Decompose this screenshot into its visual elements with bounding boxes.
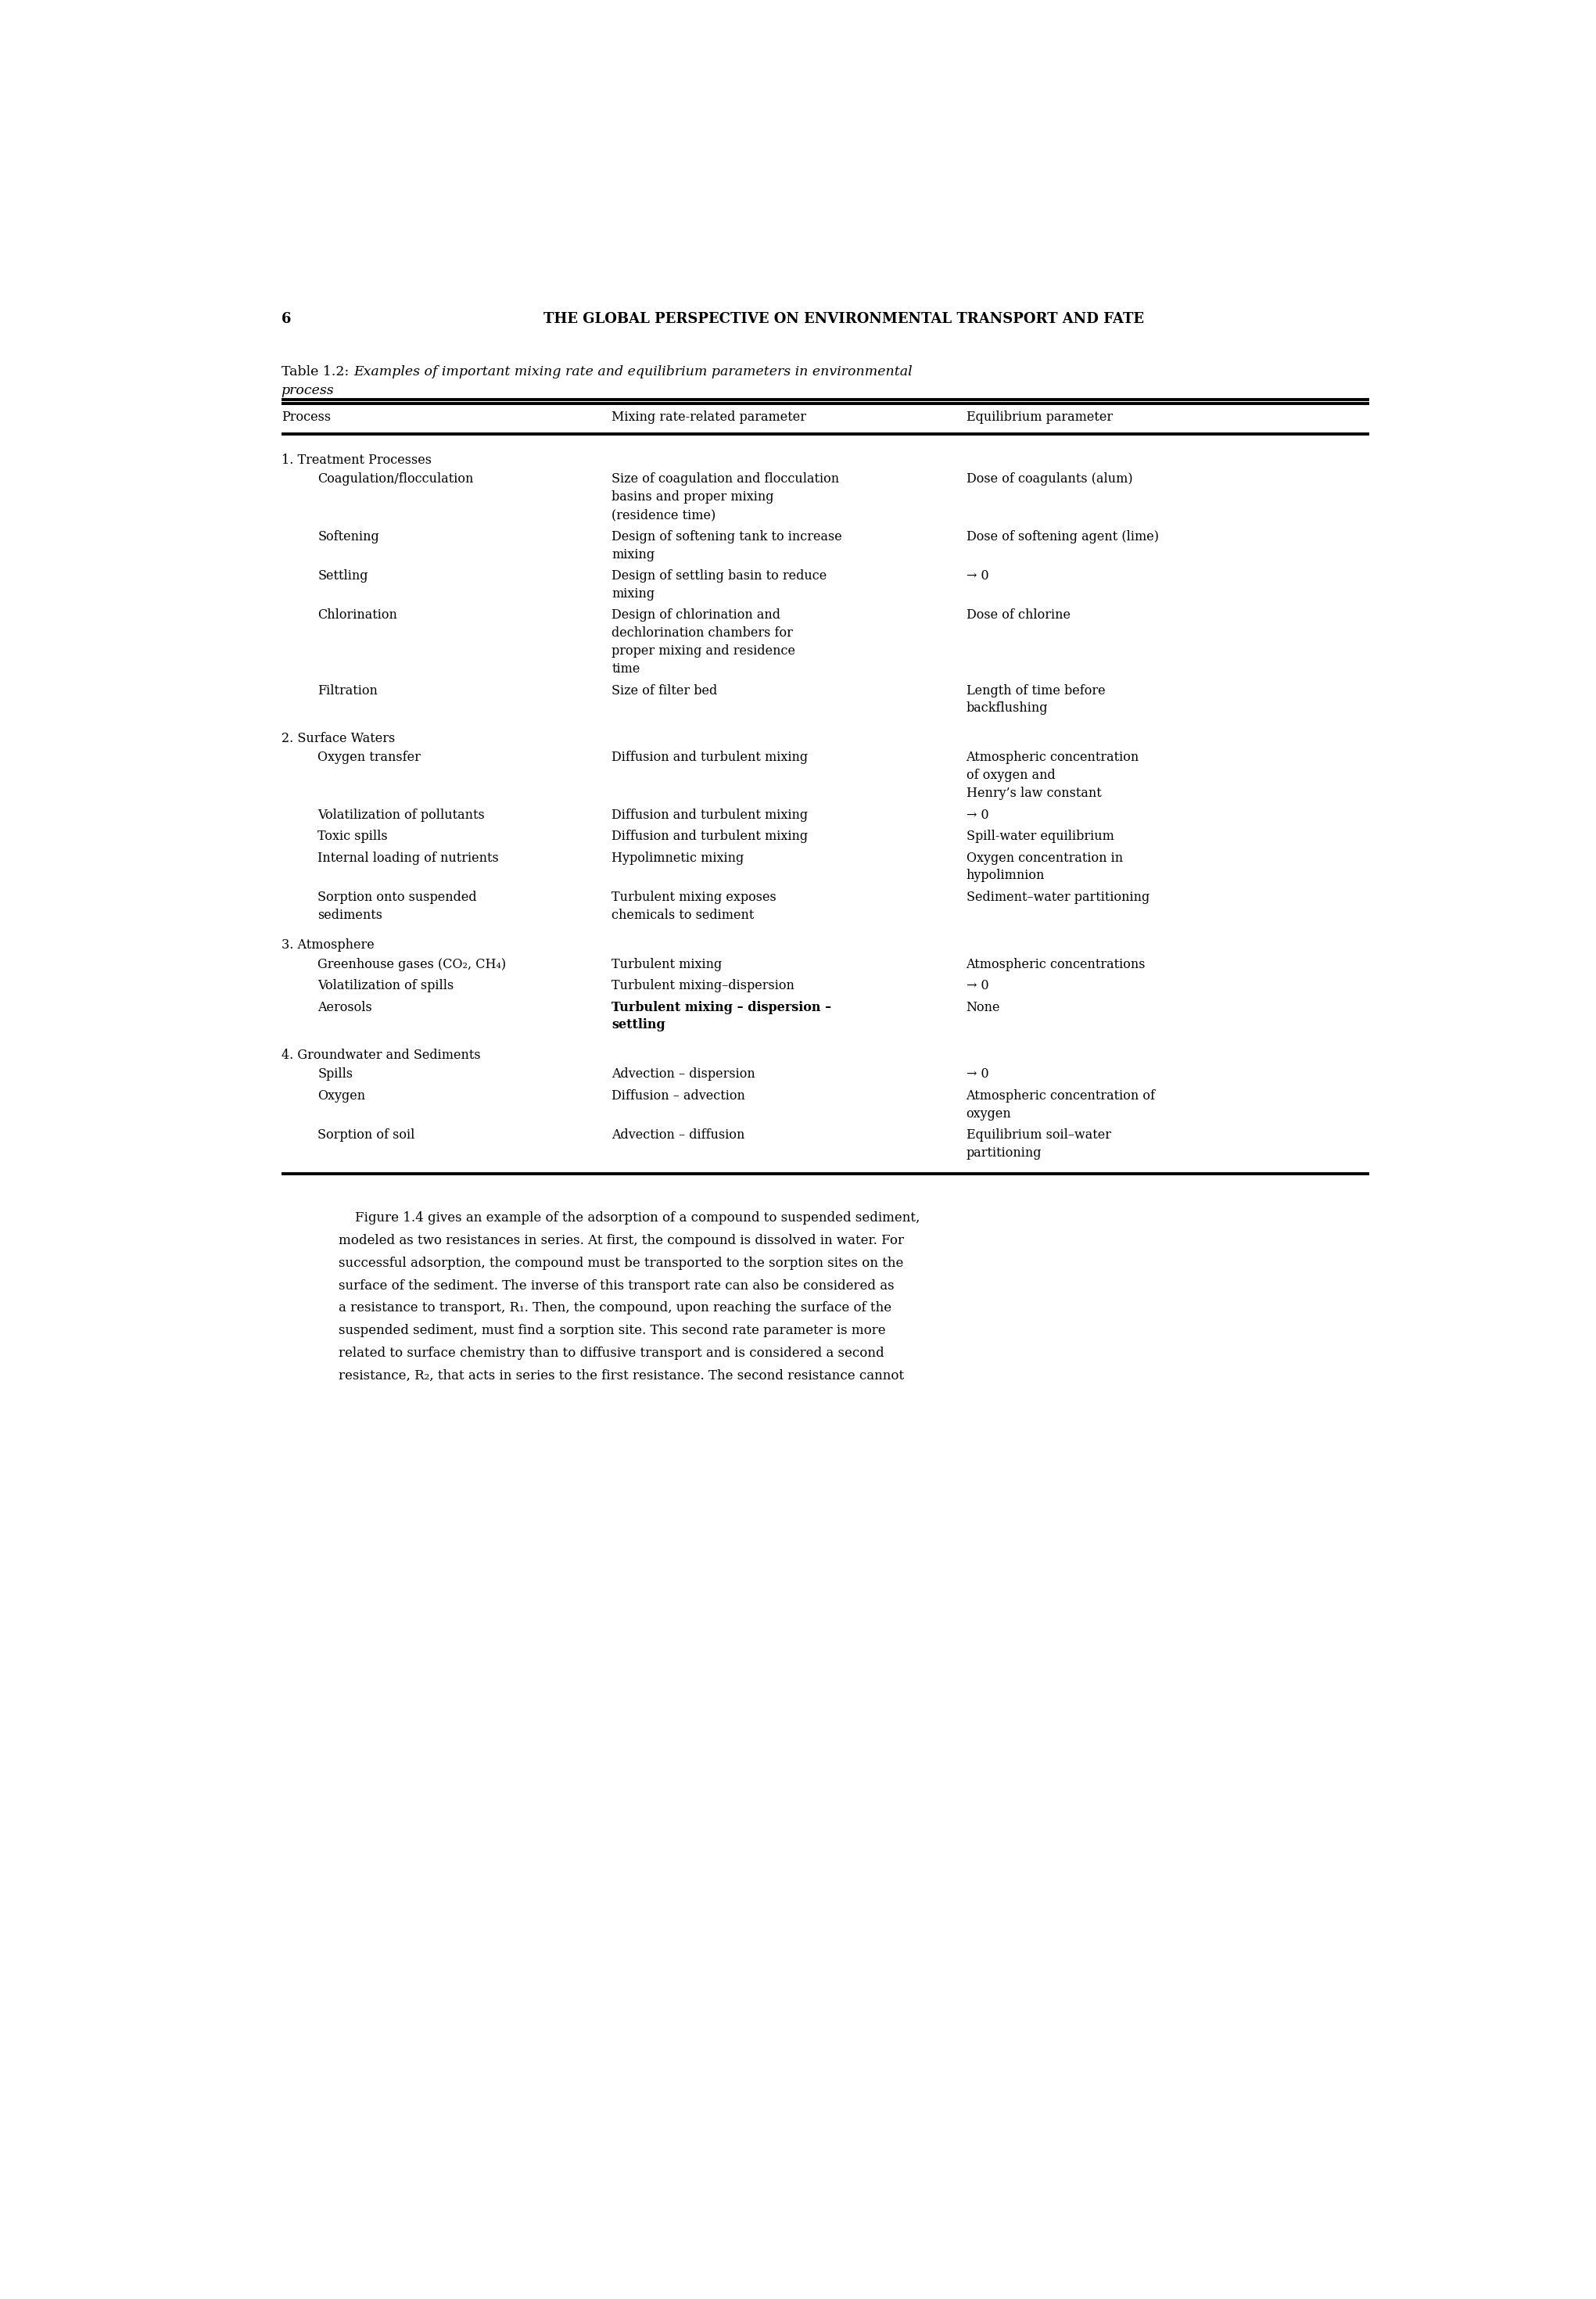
Text: Figure 1.4 gives an example of the adsorption of a compound to suspended sedimen: Figure 1.4 gives an example of the adsor…	[338, 1212, 921, 1225]
Text: → 0: → 0	[966, 809, 988, 821]
Text: Filtration: Filtration	[318, 683, 378, 697]
Text: Diffusion and turbulent mixing: Diffusion and turbulent mixing	[611, 830, 808, 844]
Text: Equilibrium soil–water
partitioning: Equilibrium soil–water partitioning	[966, 1129, 1111, 1159]
Text: suspended sediment, must find a sorption site. This second rate parameter is mor: suspended sediment, must find a sorption…	[338, 1324, 886, 1338]
Text: Process: Process	[281, 409, 330, 423]
Text: Atmospheric concentration
of oxygen and
Henry’s law constant: Atmospheric concentration of oxygen and …	[966, 752, 1140, 800]
Text: Advection – dispersion: Advection – dispersion	[611, 1067, 755, 1081]
Text: Turbulent mixing: Turbulent mixing	[611, 959, 721, 970]
Text: Internal loading of nutrients: Internal loading of nutrients	[318, 851, 500, 864]
Text: 2. Surface Waters: 2. Surface Waters	[281, 731, 394, 745]
Text: 3. Atmosphere: 3. Atmosphere	[281, 938, 373, 952]
Text: resistance, R₂, that acts in series to the first resistance. The second resistan: resistance, R₂, that acts in series to t…	[338, 1370, 905, 1382]
Text: modeled as two resistances in series. At first, the compound is dissolved in wat: modeled as two resistances in series. At…	[338, 1235, 905, 1246]
Text: process: process	[281, 384, 334, 398]
Text: Oxygen transfer: Oxygen transfer	[318, 752, 421, 763]
Text: Chlorination: Chlorination	[318, 609, 397, 623]
Text: Examples of important mixing rate and equilibrium parameters in environmental: Examples of important mixing rate and eq…	[354, 366, 913, 379]
Text: Volatilization of pollutants: Volatilization of pollutants	[318, 809, 485, 821]
Text: Spills: Spills	[318, 1067, 353, 1081]
Text: Sorption onto suspended
sediments: Sorption onto suspended sediments	[318, 890, 477, 922]
Text: Greenhouse gases (CO₂, CH₄): Greenhouse gases (CO₂, CH₄)	[318, 959, 506, 970]
Text: related to surface chemistry than to diffusive transport and is considered a sec: related to surface chemistry than to dif…	[338, 1347, 884, 1361]
Text: Design of chlorination and
dechlorination chambers for
proper mixing and residen: Design of chlorination and dechlorinatio…	[611, 609, 795, 676]
Text: → 0: → 0	[966, 570, 988, 582]
Text: Aerosols: Aerosols	[318, 1000, 372, 1014]
Text: Table 1.2:: Table 1.2:	[281, 366, 350, 379]
Text: Oxygen concentration in
hypolimnion: Oxygen concentration in hypolimnion	[966, 851, 1122, 883]
Text: Mixing rate-related parameter: Mixing rate-related parameter	[611, 409, 806, 423]
Text: Equilibrium parameter: Equilibrium parameter	[966, 409, 1112, 423]
Text: None: None	[966, 1000, 1001, 1014]
Text: Length of time before
backflushing: Length of time before backflushing	[966, 683, 1104, 715]
Text: Advection – diffusion: Advection – diffusion	[611, 1129, 745, 1143]
Text: successful adsorption, the compound must be transported to the sorption sites on: successful adsorption, the compound must…	[338, 1255, 903, 1269]
Text: Design of settling basin to reduce
mixing: Design of settling basin to reduce mixin…	[611, 570, 827, 600]
Text: Volatilization of spills: Volatilization of spills	[318, 979, 453, 993]
Text: a resistance to transport, R₁. Then, the compound, upon reaching the surface of : a resistance to transport, R₁. Then, the…	[338, 1301, 892, 1315]
Text: Dose of coagulants (alum): Dose of coagulants (alum)	[966, 474, 1133, 485]
Text: → 0: → 0	[966, 979, 988, 993]
Text: Diffusion and turbulent mixing: Diffusion and turbulent mixing	[611, 809, 808, 821]
Text: Dose of chlorine: Dose of chlorine	[966, 609, 1071, 623]
Text: Atmospheric concentration of
oxygen: Atmospheric concentration of oxygen	[966, 1090, 1156, 1120]
Text: Oxygen: Oxygen	[318, 1090, 365, 1101]
Text: Spill-water equilibrium: Spill-water equilibrium	[966, 830, 1114, 844]
Text: Diffusion and turbulent mixing: Diffusion and turbulent mixing	[611, 752, 808, 763]
Text: surface of the sediment. The inverse of this transport rate can also be consider: surface of the sediment. The inverse of …	[338, 1278, 895, 1292]
Text: Atmospheric concentrations: Atmospheric concentrations	[966, 959, 1146, 970]
Text: Hypolimnetic mixing: Hypolimnetic mixing	[611, 851, 744, 864]
Text: 6: 6	[281, 313, 290, 326]
Text: Turbulent mixing exposes
chemicals to sediment: Turbulent mixing exposes chemicals to se…	[611, 890, 776, 922]
Text: Size of coagulation and flocculation
basins and proper mixing
(residence time): Size of coagulation and flocculation bas…	[611, 474, 839, 522]
Text: → 0: → 0	[966, 1067, 988, 1081]
Text: Sediment–water partitioning: Sediment–water partitioning	[966, 890, 1149, 904]
Text: Size of filter bed: Size of filter bed	[611, 683, 717, 697]
Text: Dose of softening agent (lime): Dose of softening agent (lime)	[966, 529, 1159, 543]
Text: 4. Groundwater and Sediments: 4. Groundwater and Sediments	[281, 1048, 480, 1062]
Text: Turbulent mixing–dispersion: Turbulent mixing–dispersion	[611, 979, 795, 993]
Text: THE GLOBAL PERSPECTIVE ON ENVIRONMENTAL TRANSPORT AND FATE: THE GLOBAL PERSPECTIVE ON ENVIRONMENTAL …	[543, 313, 1144, 326]
Text: Turbulent mixing – dispersion –
settling: Turbulent mixing – dispersion – settling	[611, 1000, 832, 1032]
Text: Sorption of soil: Sorption of soil	[318, 1129, 415, 1143]
Text: Diffusion – advection: Diffusion – advection	[611, 1090, 745, 1101]
Text: 1. Treatment Processes: 1. Treatment Processes	[281, 453, 431, 467]
Text: Design of softening tank to increase
mixing: Design of softening tank to increase mix…	[611, 529, 843, 561]
Text: Coagulation/flocculation: Coagulation/flocculation	[318, 474, 474, 485]
Text: Softening: Softening	[318, 529, 380, 543]
Text: Toxic spills: Toxic spills	[318, 830, 388, 844]
Text: Settling: Settling	[318, 570, 369, 582]
